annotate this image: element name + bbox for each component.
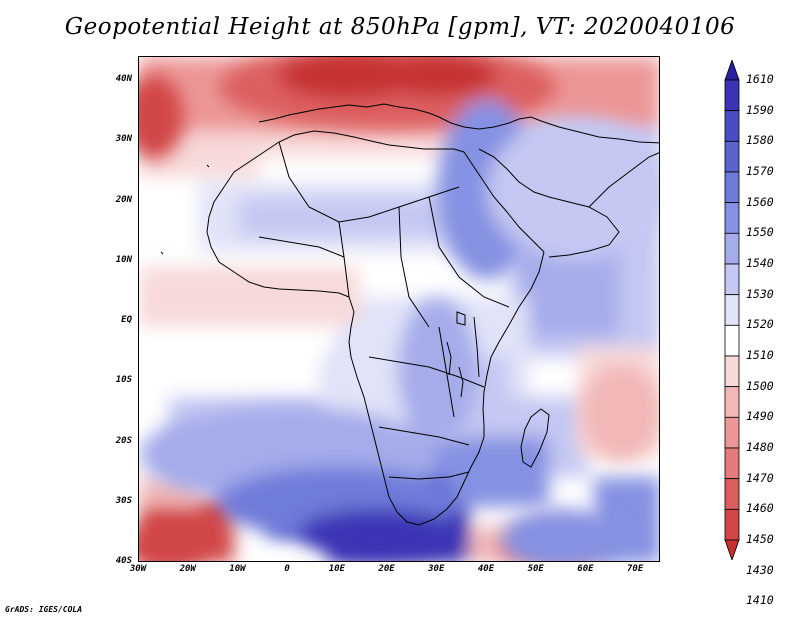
colorbar-tick-label: 1530 <box>746 286 774 301</box>
colorbar <box>724 60 740 560</box>
lat-tick-label: 30S <box>115 495 132 506</box>
colorbar-tick-label: 1550 <box>746 225 774 240</box>
lon-tick-label: 30E <box>428 564 445 574</box>
height-field-features <box>139 57 659 561</box>
lon-tick-label: 30W <box>129 564 147 574</box>
lat-tick-label: EQ <box>121 315 132 326</box>
arabia-coast <box>478 148 620 258</box>
colorbar-segment <box>724 202 740 234</box>
lat-tick-label: 10N <box>115 254 132 265</box>
colorbar-tick-label: 1510 <box>746 348 774 362</box>
lon-tick-label: 20E <box>378 564 395 574</box>
madagascar <box>520 408 550 468</box>
colorbar-segment <box>724 478 740 510</box>
colorbar-min-arrow <box>724 539 740 560</box>
lon-tick-label: 20W <box>179 564 196 574</box>
southwest-africa-coast <box>348 311 485 526</box>
field-feature <box>501 508 622 561</box>
border-line <box>398 206 430 328</box>
colorbar-tick-label: 1460 <box>746 501 774 516</box>
border-line <box>278 141 460 223</box>
colorbar-tick-label: 1450 <box>746 532 774 546</box>
lon-tick-label: 10W <box>229 564 246 574</box>
lon-tick-label: 10E <box>328 564 345 574</box>
europe-coast <box>258 103 542 130</box>
colorbar-tick-label: 1410 <box>746 593 774 608</box>
colorbar-segment <box>724 447 740 480</box>
field-feature <box>139 75 184 160</box>
border-line <box>258 236 345 258</box>
lon-tick-label: 40E <box>477 564 495 574</box>
colorbar-tick-label: 1430 <box>746 562 774 577</box>
lake-malawi <box>458 366 464 398</box>
lon-tick-label: 0 <box>284 564 290 574</box>
lake-victoria <box>456 311 466 326</box>
west-africa-coast <box>206 171 355 313</box>
coastlines <box>160 103 659 526</box>
border-line <box>428 196 510 308</box>
colorbar-tick-label: 1540 <box>746 256 774 270</box>
colorbar-tick-label: 1470 <box>746 470 774 485</box>
colorbar-segment <box>724 508 740 541</box>
colorbar-tick-label: 1610 <box>746 72 774 86</box>
east-africa-coast <box>482 251 545 437</box>
lat-tick-label: 40S <box>115 556 132 566</box>
colorbar-segment <box>724 294 740 326</box>
north-africa-coast <box>233 130 465 173</box>
colorbar-segment <box>724 171 740 204</box>
field-feature <box>487 117 659 262</box>
field-feature <box>139 520 209 561</box>
height-field-map <box>139 57 659 561</box>
colorbar-tick-label: 1520 <box>746 317 774 332</box>
field-feature <box>581 364 659 461</box>
colorbar-segment <box>724 416 740 449</box>
colorbar-tick-label: 1570 <box>746 164 774 178</box>
field-feature <box>298 508 458 557</box>
colorbar-segment <box>724 110 740 142</box>
chart-title: Geopotential Height at 850hPa [gpm], VT:… <box>64 14 736 40</box>
lat-tick-label: 40N <box>115 74 132 85</box>
colorbar-tick-label: 1480 <box>746 440 774 454</box>
colorbar-segment <box>724 324 740 357</box>
colorbar-segment <box>724 79 740 112</box>
colorbar-segment <box>724 355 740 388</box>
colorbar-tick-label: 1560 <box>746 194 774 209</box>
cape-verde <box>160 251 164 255</box>
colorbar-tick-label: 1580 <box>746 133 774 148</box>
lat-tick-label: 20S <box>115 435 132 446</box>
field-feature <box>377 57 497 97</box>
border-line <box>378 426 470 446</box>
border-line <box>388 471 470 480</box>
border-line <box>438 326 455 418</box>
border-line <box>368 356 485 388</box>
lon-tick-label: 70E <box>627 564 644 574</box>
colorbar-max-arrow <box>724 60 740 81</box>
lon-tick-label: 50E <box>527 564 544 574</box>
lat-tick-label: 20N <box>115 194 132 205</box>
colorbar-segment <box>724 140 740 173</box>
canary-islands <box>206 164 210 168</box>
asia-north-border <box>540 120 659 144</box>
colorbar-tick-label: 1500 <box>746 378 774 393</box>
colorbar-segment <box>724 386 740 418</box>
lon-tick-label: 60E <box>577 564 594 574</box>
grads-credit: GrADS: IGES/COLA <box>5 605 83 614</box>
colorbar-segment <box>724 232 740 265</box>
border-line <box>473 316 480 378</box>
lat-tick-label: 10S <box>115 375 132 386</box>
lat-tick-label: 30N <box>115 134 132 145</box>
colorbar-segment <box>724 263 740 296</box>
persia-coast <box>588 152 659 208</box>
red-sea-west-coast <box>463 151 545 253</box>
colorbar-tick-label: 1490 <box>746 409 774 424</box>
map-panel <box>138 56 660 562</box>
lake-tanganyika <box>446 341 452 376</box>
colorbar-tick-label: 1590 <box>746 102 774 117</box>
